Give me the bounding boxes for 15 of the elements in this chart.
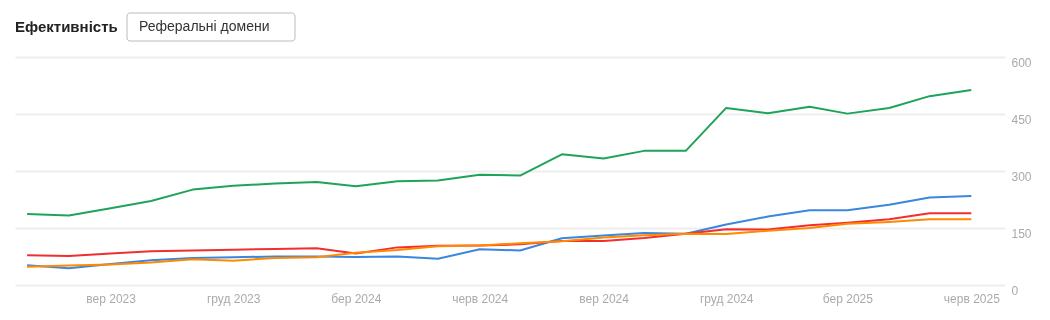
x-tick-label: груд 2023 [206, 291, 261, 306]
y-tick-label: 0 [1011, 283, 1019, 298]
chart-subtitle: Реферальні домени [139, 18, 270, 34]
x-tick-label: черв 2025 [943, 291, 1001, 306]
x-tick-label: черв 2024 [452, 291, 509, 306]
x-tick-label: вер 2024 [579, 291, 630, 306]
x-tick-label: вер 2023 [86, 291, 137, 306]
x-tick-label: бер 2024 [331, 291, 382, 306]
y-tick-label: 150 [1011, 226, 1032, 241]
x-tick-label: груд 2024 [699, 291, 754, 306]
chart-title: Ефективність [15, 18, 118, 35]
x-tick-label: бер 2025 [822, 291, 874, 306]
y-tick-label: 450 [1011, 112, 1032, 127]
y-tick-label: 600 [1011, 55, 1032, 70]
y-tick-label: 300 [1011, 169, 1032, 184]
